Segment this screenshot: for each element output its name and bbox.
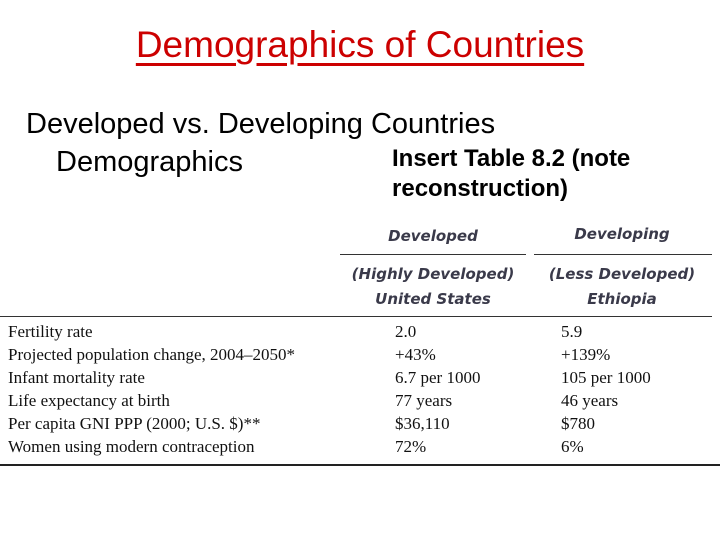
note-line-2: reconstruction) xyxy=(392,175,569,202)
header-rule xyxy=(0,316,712,317)
developing-group-rule xyxy=(534,254,712,255)
subtitle-line-1: Developed vs. Developing Countries xyxy=(26,108,496,140)
table-row: Life expectancy at birth 77 years 46 yea… xyxy=(8,391,720,414)
row-label: Infant mortality rate xyxy=(8,368,145,387)
slide-title: Demographics of Countries xyxy=(135,24,585,65)
developing-value: 105 per 1000 xyxy=(561,368,651,387)
developed-value: $36,110 xyxy=(395,414,450,433)
table-row: Projected population change, 2004–2050* … xyxy=(8,345,720,368)
row-label: Per capita GNI PPP (2000; U.S. $)** xyxy=(8,414,261,433)
insert-table-note: Insert Table 8.2 (note reconstruction) xyxy=(392,144,692,204)
group-header-developed: Developed xyxy=(388,227,478,245)
row-label: Women using modern contraception xyxy=(8,437,255,456)
table-row: Fertility rate 2.0 5.9 xyxy=(8,322,720,345)
row-label: Life expectancy at birth xyxy=(8,391,170,410)
table-row: Per capita GNI PPP (2000; U.S. $)** $36,… xyxy=(8,414,720,437)
table-row: Infant mortality rate 6.7 per 1000 105 p… xyxy=(8,368,720,391)
group-header-developing: Developing xyxy=(574,225,670,243)
developed-subheader-2: United States xyxy=(375,290,491,308)
developed-value: 77 years xyxy=(395,391,453,410)
developing-subheader-1: (Less Developed) xyxy=(548,265,696,283)
row-label: Fertility rate xyxy=(8,322,93,341)
subtitle-line-2: Demographics xyxy=(56,146,243,178)
developing-subheader-2: Ethiopia xyxy=(587,290,657,308)
table-bottom-rule xyxy=(0,464,720,466)
developed-group-rule xyxy=(340,254,526,255)
developed-subheader-1: (Highly Developed) xyxy=(351,265,515,283)
developing-value: 6% xyxy=(561,437,584,456)
developed-value: 2.0 xyxy=(395,322,417,341)
table-row: Women using modern contraception 72% 6% xyxy=(8,437,720,460)
developing-value: +139% xyxy=(561,345,611,364)
developing-value: 5.9 xyxy=(561,322,583,341)
developed-value: +43% xyxy=(395,345,436,364)
developed-value: 72% xyxy=(395,437,427,456)
developing-value: $780 xyxy=(561,414,595,433)
row-label: Projected population change, 2004–2050* xyxy=(8,345,296,364)
developed-value: 6.7 per 1000 xyxy=(395,368,481,387)
developing-value: 46 years xyxy=(561,391,619,410)
note-line-1: Insert Table 8.2 (note xyxy=(392,145,631,172)
